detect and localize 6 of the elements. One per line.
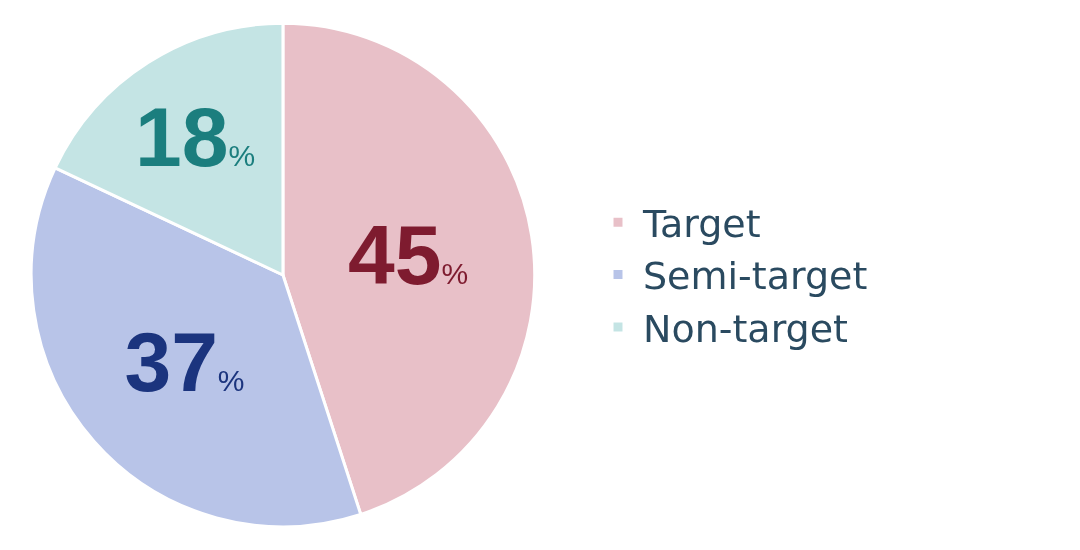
legend-label: Non-target — [643, 306, 849, 351]
legend-label: Semi-target — [643, 254, 868, 299]
data-label: 37% — [124, 314, 245, 409]
data-label: 18% — [135, 89, 256, 184]
data-label: 45% — [347, 208, 469, 303]
legend-label: Target — [642, 202, 761, 247]
